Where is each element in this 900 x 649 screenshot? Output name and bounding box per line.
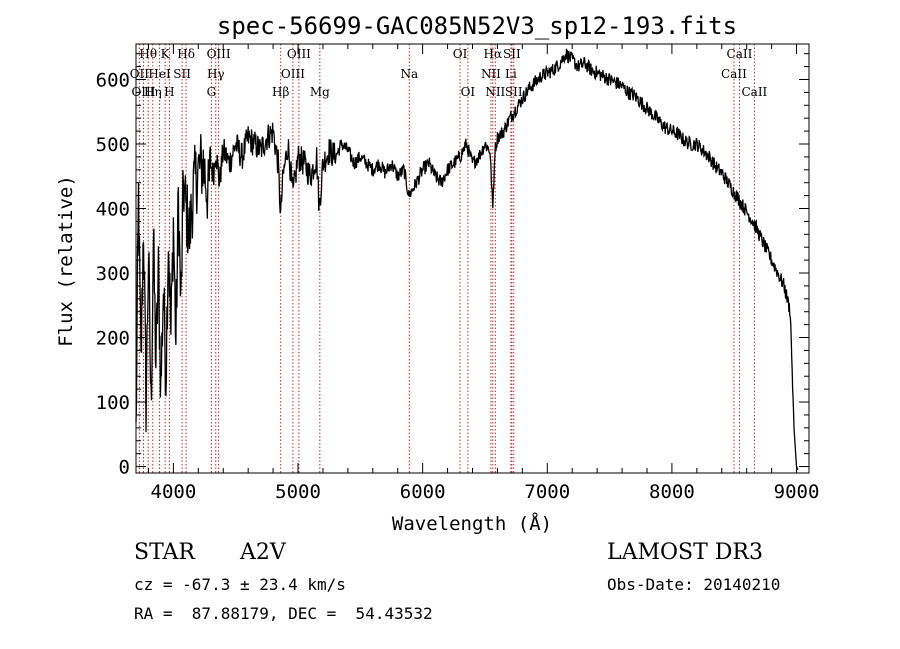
y-tick-label: 0 [119,457,130,479]
coordinates: RA = 87.88179, DEC = 54.43532 [134,604,433,623]
y-tick-label: 100 [96,392,130,414]
line-label-3: Hη [144,85,162,99]
line-label-23: Li [505,67,517,81]
line-label-20: NII [481,67,501,81]
line-label-17: OI [453,47,468,61]
plot-frame [135,43,810,474]
observation-date: Obs-Date: 20140210 [607,575,781,594]
line-label-16: Na [400,67,418,81]
y-tick-label: 200 [96,328,130,350]
y-tick-label: 400 [96,199,130,221]
line-label-25: CaII [727,47,753,61]
y-tick-label: 600 [96,69,130,91]
line-label-19: Hα [484,47,503,61]
x-tick-label: 8000 [649,481,695,503]
line-label-5: HeI [148,67,171,81]
line-label-8: Hδ [177,47,195,61]
line-label-6: H [164,85,174,99]
x-axis-label: Wavelength (Å) [392,512,552,535]
y-axis-ticks: 0 100 200 300 400 500 600 [96,53,809,479]
line-label-18: OI [461,85,476,99]
chart-title: spec-56699-GAC085N52V3_sp12-193.fits [217,12,737,40]
line-label-21: NII [485,85,505,99]
line-label-1: OII [130,67,150,81]
line-label-9: OIII [207,47,231,61]
spectral-line-markers [138,44,755,473]
line-label-22: SII [503,47,521,61]
line-label-4: K [161,47,171,61]
x-axis-ticks: 4000 5000 6000 7000 8000 9000 [147,44,820,503]
object-subclass: A2V [240,540,286,565]
y-tick-label: 500 [96,134,130,156]
line-label-14: OIII [281,67,305,81]
y-axis-label: Flux (relative) [55,175,77,347]
x-tick-label: 7000 [524,481,570,503]
line-label-27: CaII [741,85,767,99]
x-tick-label: 6000 [400,481,446,503]
spectrum-series-line [135,48,799,471]
line-label-2: OIII [131,85,155,99]
line-label-11: G [207,85,217,99]
line-label-7: SII [173,67,191,81]
line-label-0: Hθ [139,47,157,61]
line-label-24: SII [505,85,523,99]
x-tick-label: 4000 [151,481,197,503]
object-class: STAR [134,540,195,565]
line-label-10: Hγ [207,67,225,81]
x-tick-label: 5000 [275,481,321,503]
line-label-26: CaII [721,67,747,81]
y-tick-label: 300 [96,263,130,285]
redshift-velocity: cz = -67.3 ± 23.4 km/s [134,575,346,594]
line-label-15: Mg [310,85,330,99]
line-label-12: Hβ [272,85,289,99]
x-tick-label: 9000 [774,481,820,503]
survey-name: LAMOST DR3 [607,540,763,565]
line-label-13: OIII [287,47,311,61]
